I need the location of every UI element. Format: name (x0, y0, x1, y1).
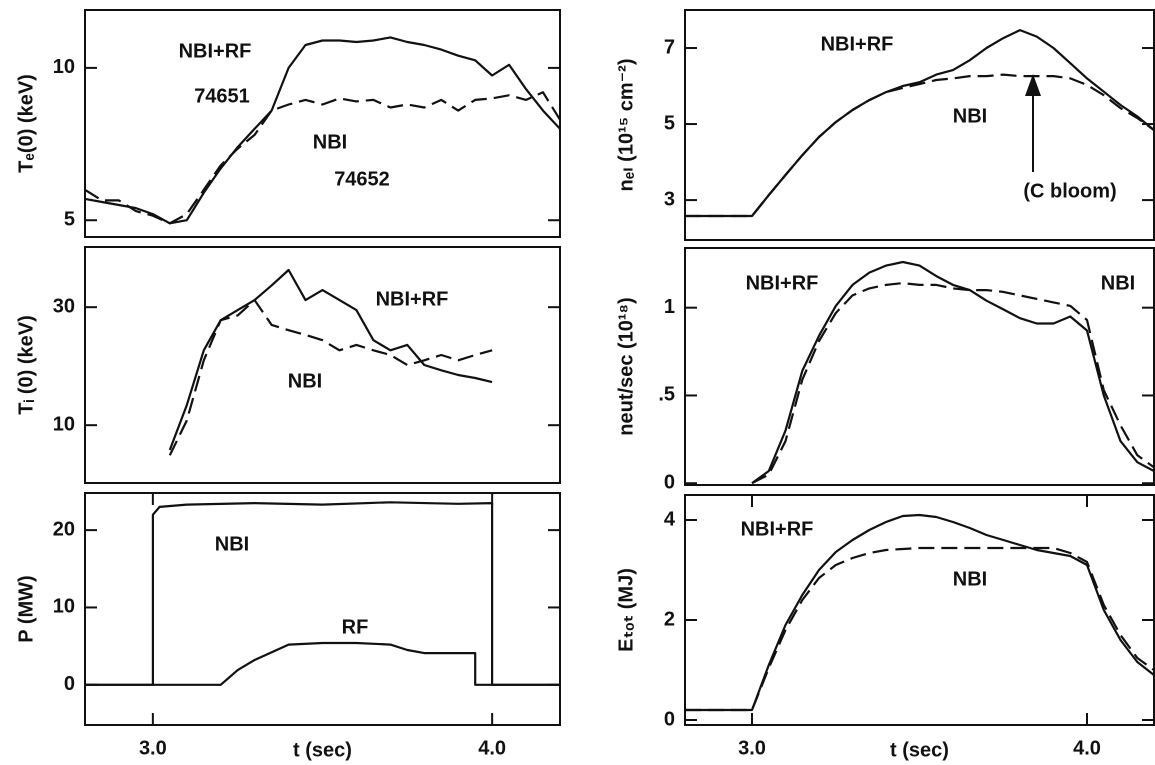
series-label: NBI+RF (179, 40, 252, 62)
y-axis-label: P (MW) (15, 575, 37, 642)
x-axis-label: t (sec) (890, 739, 949, 761)
series-label: NBI+RF (741, 518, 814, 540)
annotation: (C bloom) (1023, 180, 1116, 202)
series-label: NBI (288, 370, 322, 392)
plot-frame (684, 247, 1155, 486)
trace (685, 546, 1154, 712)
trace (85, 641, 560, 686)
y-tick-label: 30 (53, 295, 75, 317)
plot-frame (84, 246, 561, 484)
series-label: NBI (953, 105, 987, 127)
y-tick-label: 0 (64, 673, 75, 695)
y-tick-label: 10 (53, 596, 75, 618)
y-tick-label: 10 (53, 56, 75, 78)
trace (85, 501, 560, 686)
series-label: NBI+RF (821, 33, 894, 55)
trace (685, 73, 1154, 218)
trace (751, 282, 1154, 485)
series-label: NBI (953, 568, 987, 590)
y-tick-label: 4 (664, 508, 676, 530)
y-tick-label: 1 (664, 296, 675, 318)
y-tick-label: 5 (664, 112, 675, 134)
y-axis-label: Tₑ(0) (keV) (15, 74, 37, 173)
x-axis-label: t (sec) (293, 739, 352, 761)
trace (168, 299, 493, 456)
x-tick-label: 3.0 (738, 737, 766, 759)
x-tick-label: 4.0 (1073, 737, 1101, 759)
trace (85, 91, 560, 225)
series-label: NBI (1101, 272, 1135, 294)
y-tick-label: .5 (658, 384, 675, 406)
plot-frame (684, 9, 1155, 241)
y-tick-label: 0 (664, 708, 675, 730)
plot-frame (84, 9, 561, 238)
annotation: 74652 (334, 168, 390, 190)
series-label: NBI+RF (376, 288, 449, 310)
y-tick-label: 20 (53, 518, 75, 540)
y-axis-label: Tᵢ (0) (keV) (15, 315, 37, 415)
series-label: RF (342, 616, 369, 638)
series-label: NBI (215, 533, 249, 555)
y-tick-label: 3 (664, 188, 675, 210)
series-label: NBI+RF (746, 272, 819, 294)
trace (85, 36, 560, 225)
x-tick-label: 3.0 (139, 737, 167, 759)
y-tick-label: 7 (664, 36, 675, 58)
arrow-head (1025, 74, 1041, 96)
y-axis-label: Eₜₒₜ (MJ) (615, 568, 637, 652)
plot-frame (684, 494, 1155, 726)
y-tick-label: 10 (53, 413, 75, 435)
series-label: NBI (313, 131, 347, 153)
y-tick-label: 5 (64, 209, 75, 231)
trace (685, 513, 1154, 712)
annotation: 74651 (194, 85, 250, 107)
trace (751, 260, 1154, 485)
y-tick-label: 2 (664, 608, 675, 630)
y-tick-label: 0 (664, 472, 675, 494)
y-axis-label: nₑₗ (10¹⁵ cm⁻²) (615, 59, 637, 192)
plot-frame (84, 492, 561, 726)
x-tick-label: 4.0 (478, 737, 506, 759)
y-axis-label: neut/sec (10¹⁸) (615, 297, 637, 435)
